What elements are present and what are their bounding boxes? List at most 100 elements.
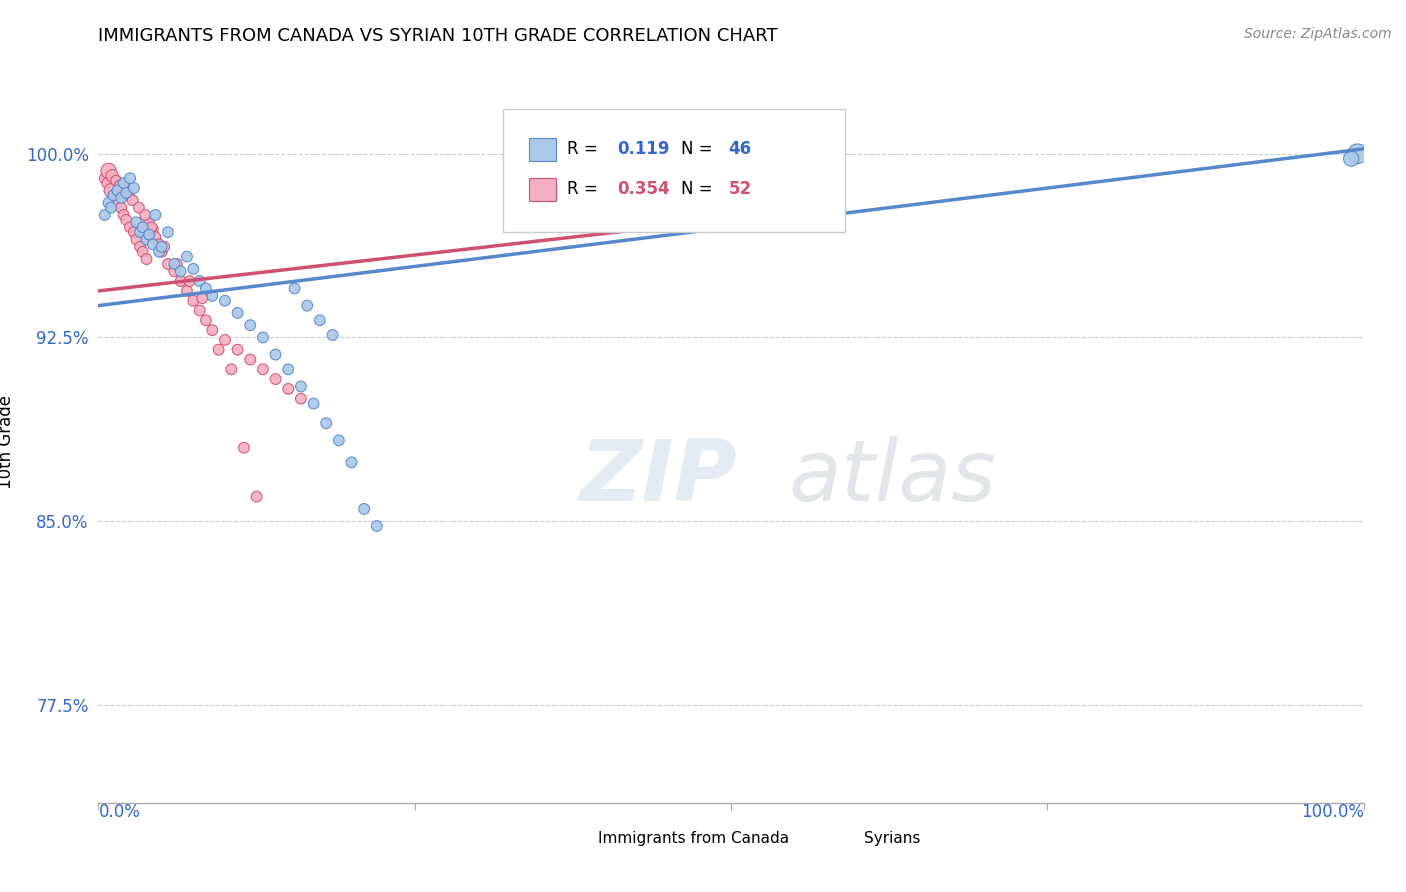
- Bar: [567, 830, 589, 850]
- Point: [103, 188, 125, 202]
- Point: [125, 215, 148, 229]
- Point: [108, 178, 131, 193]
- Point: [141, 220, 163, 235]
- Point: [157, 225, 180, 239]
- Point: [176, 250, 198, 264]
- Point: [100, 184, 122, 198]
- Point: [233, 441, 256, 455]
- Text: 100.0%: 100.0%: [1301, 803, 1364, 821]
- Point: [201, 289, 224, 303]
- Point: [277, 382, 299, 396]
- Point: [226, 306, 249, 320]
- Point: [135, 232, 157, 246]
- Text: Source: ZipAtlas.com: Source: ZipAtlas.com: [1244, 27, 1392, 41]
- Point: [134, 208, 156, 222]
- Point: [148, 237, 170, 252]
- Point: [188, 274, 211, 288]
- Point: [290, 379, 312, 393]
- Text: Syrians: Syrians: [863, 831, 921, 847]
- Point: [157, 257, 180, 271]
- Point: [340, 455, 363, 469]
- Text: R =: R =: [567, 140, 603, 158]
- Point: [93, 208, 117, 222]
- Point: [138, 227, 160, 242]
- Point: [110, 191, 132, 205]
- Point: [125, 232, 148, 246]
- Point: [239, 352, 262, 367]
- Point: [179, 274, 201, 288]
- Point: [100, 201, 122, 215]
- Text: 46: 46: [728, 140, 752, 158]
- Point: [194, 281, 218, 295]
- Point: [353, 502, 375, 516]
- Point: [366, 519, 388, 533]
- Point: [188, 303, 211, 318]
- Point: [153, 240, 176, 254]
- Point: [302, 396, 325, 410]
- Point: [150, 244, 173, 259]
- Point: [115, 186, 138, 200]
- Text: IMMIGRANTS FROM CANADA VS SYRIAN 10TH GRADE CORRELATION CHART: IMMIGRANTS FROM CANADA VS SYRIAN 10TH GR…: [98, 27, 778, 45]
- Bar: [529, 178, 557, 201]
- Point: [183, 293, 205, 308]
- Point: [107, 195, 129, 210]
- Text: 0.354: 0.354: [617, 179, 669, 198]
- Point: [201, 323, 224, 337]
- Point: [107, 184, 129, 198]
- Text: ZIP: ZIP: [579, 436, 737, 519]
- Bar: [832, 830, 855, 850]
- Point: [321, 328, 344, 343]
- Point: [214, 293, 236, 308]
- FancyBboxPatch shape: [503, 109, 845, 232]
- Point: [96, 176, 118, 190]
- Text: R =: R =: [567, 179, 603, 198]
- Point: [103, 188, 125, 202]
- Point: [118, 188, 141, 202]
- Point: [115, 213, 138, 227]
- Point: [264, 372, 287, 386]
- Text: N =: N =: [681, 140, 717, 158]
- Point: [169, 274, 191, 288]
- Text: N =: N =: [681, 179, 717, 198]
- Point: [264, 348, 287, 362]
- Point: [145, 208, 166, 222]
- Point: [122, 225, 145, 239]
- Point: [112, 176, 135, 190]
- Point: [145, 230, 166, 244]
- Point: [132, 244, 155, 259]
- Point: [120, 171, 141, 186]
- Point: [191, 291, 214, 305]
- Point: [246, 490, 269, 504]
- Point: [315, 416, 337, 430]
- Point: [219, 362, 243, 376]
- Point: [93, 171, 117, 186]
- Point: [290, 392, 312, 406]
- Point: [129, 225, 152, 239]
- Point: [1347, 146, 1369, 161]
- Point: [297, 299, 319, 313]
- Point: [166, 257, 188, 271]
- Point: [309, 313, 332, 327]
- Point: [176, 284, 198, 298]
- Point: [129, 240, 152, 254]
- Point: [122, 181, 145, 195]
- Point: [328, 434, 350, 448]
- Point: [163, 264, 186, 278]
- Point: [121, 194, 143, 208]
- Point: [239, 318, 262, 333]
- Point: [110, 201, 132, 215]
- Point: [97, 195, 120, 210]
- Point: [120, 220, 141, 235]
- Point: [284, 281, 307, 295]
- Point: [214, 333, 236, 347]
- Text: 0.0%: 0.0%: [98, 803, 141, 821]
- Point: [112, 208, 135, 222]
- Y-axis label: 10th Grade: 10th Grade: [0, 394, 14, 489]
- Point: [277, 362, 299, 376]
- Point: [101, 169, 124, 183]
- Point: [208, 343, 231, 357]
- Point: [138, 215, 160, 229]
- Point: [142, 237, 165, 252]
- Point: [114, 184, 136, 198]
- Point: [169, 264, 191, 278]
